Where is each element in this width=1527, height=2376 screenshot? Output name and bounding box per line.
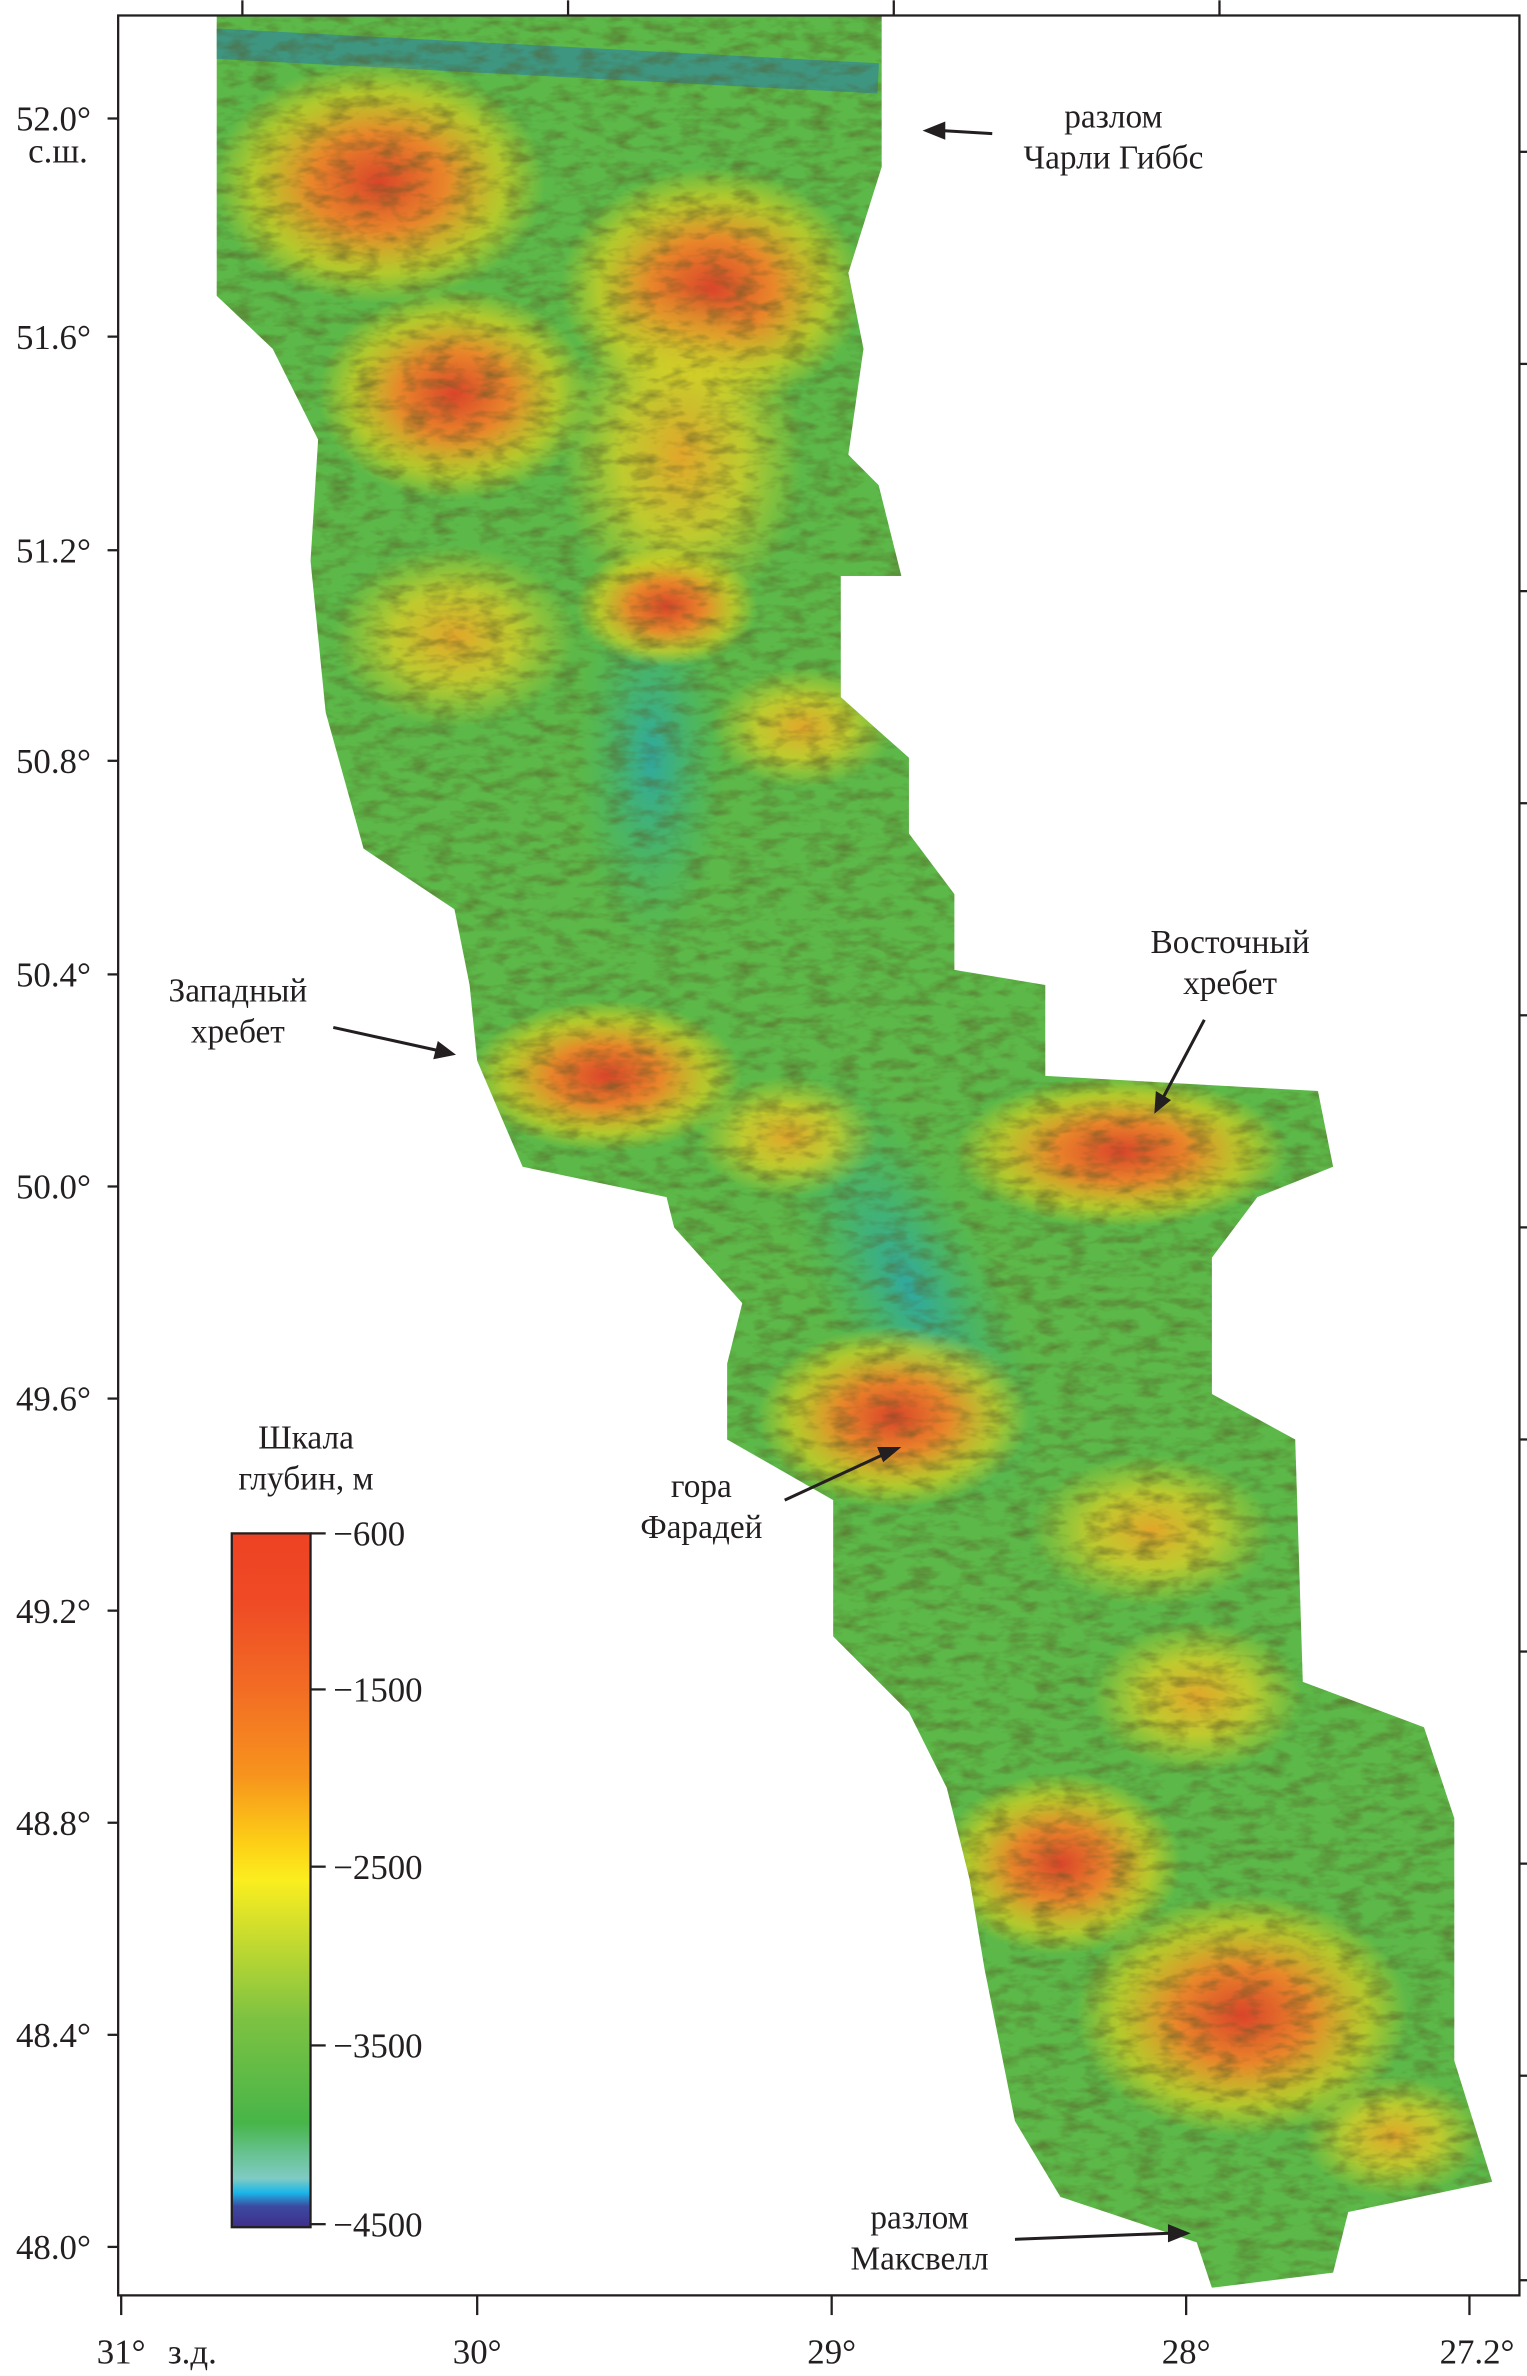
legend-tick-label: −4500 <box>333 2205 422 2244</box>
frame-ticks <box>107 0 1527 2316</box>
arrowhead-icon <box>433 1041 456 1060</box>
annotation-line: хребет <box>1183 965 1277 1002</box>
lat-tick-label: 51.6° <box>16 318 91 357</box>
depth-legend: Шкала глубин, м −600 −1500 −2500 −3500 −… <box>230 1420 423 2244</box>
lat-tick-label: 52.0° <box>16 100 91 139</box>
legend-tick-label: −2500 <box>333 1848 422 1887</box>
lat-tick-label: 50.0° <box>16 1168 91 1207</box>
arrow-icon <box>784 1453 884 1502</box>
legend-tick-label: −3500 <box>333 2027 422 2066</box>
arrow-icon <box>332 1025 437 1052</box>
legend-tick-label: −600 <box>333 1515 405 1554</box>
lon-unit-label: з.д. <box>168 2333 217 2372</box>
annotation-charlie-gibbs: разлом Чарли Гиббс <box>922 99 1203 176</box>
arrow-icon <box>1014 2231 1170 2241</box>
lat-tick-label: 50.8° <box>16 742 91 781</box>
lon-tick-label: 31° <box>97 2333 146 2372</box>
annotation-west-ridge: Западный хребет <box>169 973 456 1060</box>
longitude-axis: 31° з.д. 30° 29° 28° 27.2° <box>97 2333 1515 2372</box>
legend-title: глубин, м <box>238 1460 373 1497</box>
arrowhead-icon <box>877 1447 902 1463</box>
annotation-line: Восточный <box>1150 924 1309 961</box>
lon-tick-label: 28° <box>1162 2333 1211 2372</box>
latitude-axis: 52.0° с.ш. 51.6° 51.2° 50.8° 50.4° 50.0°… <box>16 100 91 2267</box>
lon-tick-label: 29° <box>807 2333 856 2372</box>
arrowhead-icon <box>1154 1091 1172 1114</box>
lat-tick-label: 48.4° <box>16 2016 91 2055</box>
annotation-line: гора <box>671 1468 732 1505</box>
bathymetry-relief <box>216 15 1493 2288</box>
lat-tick-label: 49.6° <box>16 1380 91 1419</box>
legend-title: Шкала <box>258 1420 354 1457</box>
legend-tick-label: −1500 <box>333 1671 422 1710</box>
lon-tick-label: 27.2° <box>1440 2333 1515 2372</box>
annotation-line: хребет <box>191 1014 285 1051</box>
lat-tick-label: 49.2° <box>16 1592 91 1631</box>
annotation-line: Чарли Гиббс <box>1023 139 1203 176</box>
annotation-faraday: гора Фарадей <box>640 1447 902 1546</box>
lat-tick-label: 48.8° <box>16 1804 91 1843</box>
lat-tick-label: 50.4° <box>16 956 91 995</box>
lon-tick-label: 30° <box>453 2333 502 2372</box>
annotations: разлом Чарли Гиббс Западный хребет Восто… <box>169 99 1310 2278</box>
arrow-icon <box>1162 1019 1206 1098</box>
depth-colorbar <box>230 1532 312 2229</box>
annotation-maxwell: разлом Максвелл <box>850 2200 1191 2278</box>
annotation-line: Максвелл <box>850 2241 988 2278</box>
arrowhead-icon <box>1167 2224 1191 2243</box>
arrowhead-icon <box>922 121 946 140</box>
lat-tick-label: 51.2° <box>16 531 91 570</box>
map-frame <box>117 14 1521 2297</box>
arrow-icon <box>942 129 993 136</box>
lat-tick-label: 48.0° <box>16 2228 91 2267</box>
annotation-line: Западный <box>169 973 308 1010</box>
annotation-east-ridge: Восточный хребет <box>1150 924 1310 1114</box>
annotation-line: Фарадей <box>640 1509 762 1546</box>
lat-unit-label: с.ш. <box>28 131 88 170</box>
annotation-line: разлом <box>1064 99 1162 136</box>
annotation-line: разлом <box>870 2200 968 2237</box>
